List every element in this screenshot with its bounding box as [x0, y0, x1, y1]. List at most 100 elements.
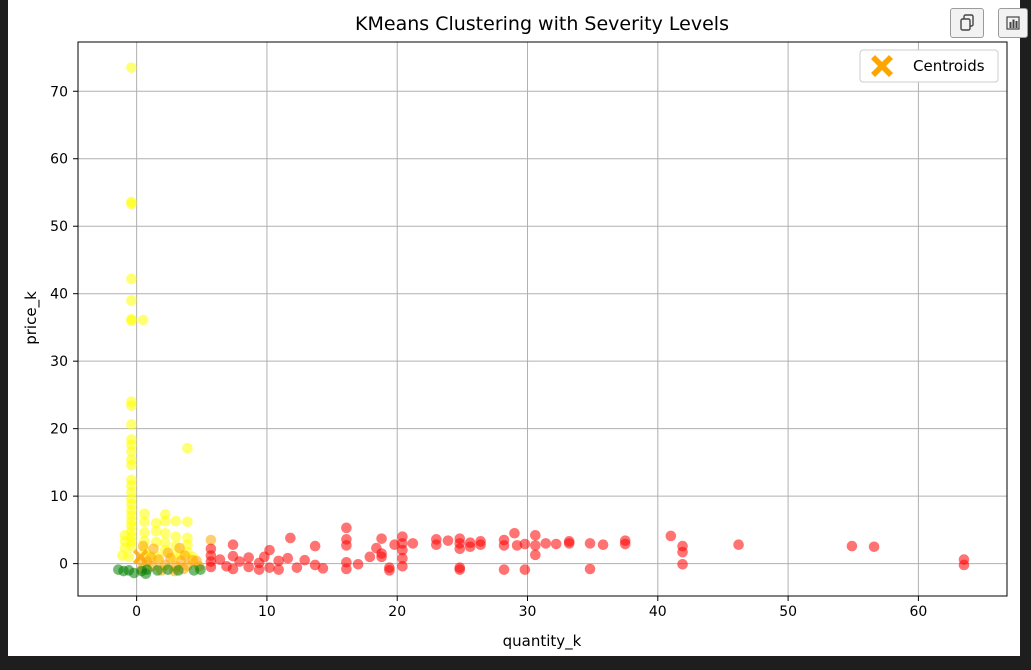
- data-point: [273, 564, 284, 575]
- data-point: [407, 538, 419, 549]
- data-point: [126, 198, 137, 210]
- data-point: [170, 531, 182, 542]
- data-point: [205, 561, 217, 573]
- data-point: [442, 535, 454, 546]
- data-point: [126, 419, 137, 430]
- data-point: [126, 400, 137, 412]
- data-point: [145, 552, 157, 563]
- data-point: [264, 562, 275, 573]
- data-point: [498, 540, 510, 551]
- data-point: [352, 558, 364, 570]
- y-tick-label: 10: [50, 489, 68, 505]
- y-tick-label: 50: [50, 219, 68, 235]
- scatter-chart: 0 10 20 30 40 50 60 0 10 20 30 40 50 60 70 KMeans Clus…: [22, 13, 1008, 651]
- data-point: [227, 563, 239, 575]
- x-tick-label: 20: [388, 604, 406, 620]
- data-point: [454, 564, 466, 575]
- data-point: [291, 562, 303, 573]
- data-point: [234, 556, 245, 567]
- data-point: [511, 540, 523, 551]
- data-point: [665, 530, 677, 542]
- data-point: [376, 551, 387, 563]
- data-point: [540, 538, 552, 549]
- data-point: [341, 563, 352, 575]
- data-point: [126, 273, 137, 285]
- data-point: [126, 315, 137, 326]
- data-point: [364, 551, 376, 563]
- data-point: [273, 555, 284, 567]
- data-point: [137, 540, 149, 552]
- data-point: [137, 314, 149, 326]
- chart-title: KMeans Clustering with Severity Levels: [355, 13, 729, 35]
- y-tick-label: 30: [50, 354, 68, 370]
- data-point: [170, 515, 182, 527]
- data-point: [530, 540, 541, 551]
- x-tick-label: 60: [909, 604, 927, 620]
- data-point: [140, 568, 152, 580]
- data-point: [397, 552, 408, 564]
- data-point: [868, 541, 880, 553]
- data-point: [530, 529, 541, 541]
- data-point: [958, 559, 970, 571]
- data-point: [150, 517, 162, 529]
- data-point: [159, 527, 171, 539]
- data-point: [597, 539, 609, 551]
- x-tick-label: 10: [258, 604, 276, 620]
- y-tick-label: 70: [50, 84, 68, 100]
- data-point: [195, 564, 206, 575]
- data-point: [519, 538, 531, 550]
- data-point: [282, 552, 294, 564]
- data-point: [584, 538, 596, 549]
- data-point: [550, 538, 562, 550]
- data-point: [619, 538, 631, 550]
- data-point: [227, 539, 239, 551]
- data-point: [150, 525, 162, 537]
- data-point: [179, 550, 191, 561]
- data-point: [139, 527, 150, 538]
- data-point: [384, 565, 395, 576]
- data-point: [148, 543, 159, 555]
- data-point: [162, 564, 174, 575]
- data-point: [243, 552, 254, 563]
- data-point: [123, 551, 135, 563]
- data-point: [299, 554, 311, 566]
- x-tick-label: 50: [779, 604, 797, 620]
- legend: Centroids: [859, 49, 999, 83]
- data-point: [563, 538, 575, 549]
- data-point: [264, 544, 275, 556]
- plot-area-frame: [77, 41, 1008, 597]
- y-tick-label: 40: [50, 287, 68, 303]
- grid: [78, 42, 1007, 596]
- data-point: [159, 537, 171, 548]
- x-tick-label: 0: [132, 604, 141, 620]
- data-point: [519, 564, 531, 575]
- data-point: [584, 563, 596, 575]
- data-point: [139, 508, 150, 519]
- legend-marker-centroids: [871, 55, 893, 77]
- x-axis-label: quantity_k: [503, 632, 582, 651]
- copy-button[interactable]: [950, 8, 984, 38]
- legend-label-centroids: Centroids: [913, 57, 985, 75]
- data-point: [173, 565, 184, 576]
- data-point: [677, 546, 688, 558]
- x-tick-label: 40: [649, 604, 667, 620]
- data-point: [243, 561, 254, 573]
- data-point: [677, 558, 688, 570]
- data-point: [454, 543, 466, 555]
- centroid-marker: [132, 549, 149, 565]
- data-point: [341, 522, 352, 534]
- y-tick-label: 60: [50, 152, 68, 168]
- data-point: [376, 533, 387, 544]
- data-point: [126, 446, 137, 457]
- data-point: [846, 540, 858, 552]
- data-point: [174, 542, 185, 554]
- data-point: [126, 62, 137, 73]
- chart-button[interactable]: [998, 8, 1028, 38]
- data-point: [317, 563, 329, 574]
- data-point: [285, 532, 296, 544]
- y-tick-label: 20: [50, 422, 68, 438]
- axis-ticks: 0 10 20 30 40 50 60 0 10 20 30 40 50 60 70: [50, 84, 927, 620]
- data-point: [159, 515, 171, 527]
- data-point: [733, 539, 744, 551]
- x-tick-label: 30: [519, 604, 537, 620]
